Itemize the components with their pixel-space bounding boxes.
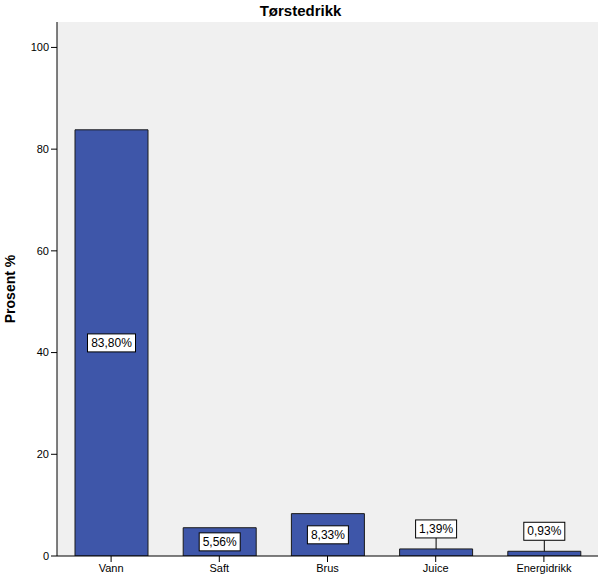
svg-text:40: 40 bbox=[37, 346, 49, 358]
svg-text:Juice: Juice bbox=[423, 562, 449, 574]
svg-text:Brus: Brus bbox=[316, 562, 339, 574]
svg-text:100: 100 bbox=[31, 41, 49, 53]
svg-text:0: 0 bbox=[43, 550, 49, 562]
svg-text:80: 80 bbox=[37, 143, 49, 155]
svg-text:5,56%: 5,56% bbox=[203, 535, 237, 549]
svg-text:Vann: Vann bbox=[99, 562, 124, 574]
svg-text:60: 60 bbox=[37, 245, 49, 257]
svg-text:Energidrikk: Energidrikk bbox=[516, 562, 572, 574]
svg-text:8,33%: 8,33% bbox=[311, 528, 345, 542]
svg-text:1,39%: 1,39% bbox=[419, 522, 453, 536]
svg-text:83,80%: 83,80% bbox=[91, 336, 132, 350]
svg-text:0,93%: 0,93% bbox=[527, 524, 561, 538]
svg-text:20: 20 bbox=[37, 448, 49, 460]
svg-text:Saft: Saft bbox=[210, 562, 230, 574]
svg-text:Prosent %: Prosent % bbox=[8, 254, 18, 323]
html-text:Tørstedrikk: Tørstedrikk bbox=[259, 2, 342, 19]
